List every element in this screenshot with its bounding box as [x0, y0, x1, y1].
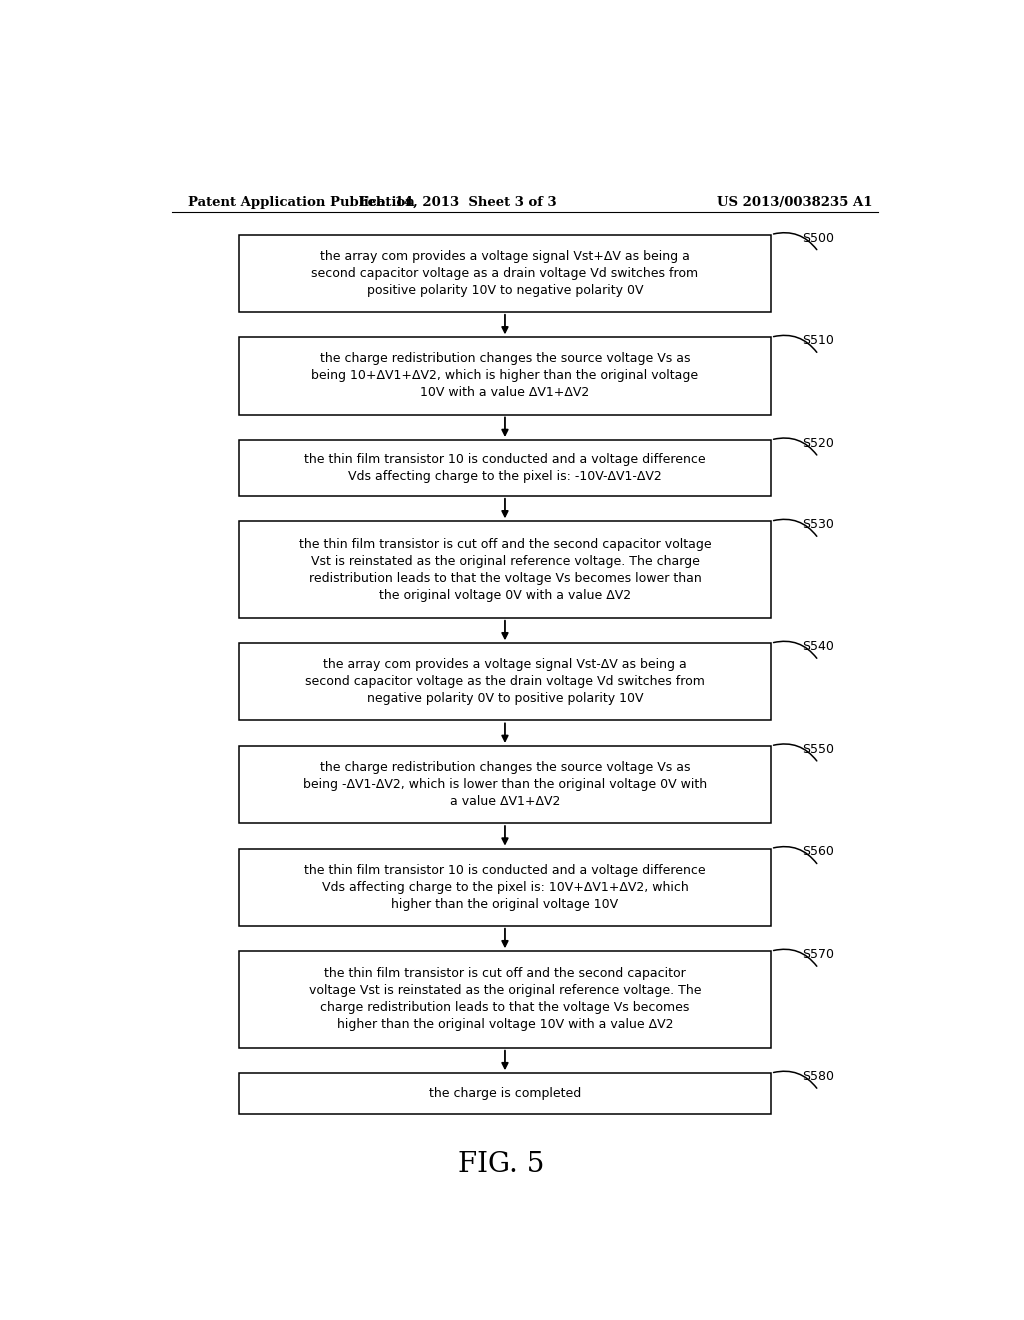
Text: the array com provides a voltage signal Vst-ΔV as being a
second capacitor volta: the array com provides a voltage signal …: [305, 659, 705, 705]
Bar: [240, 1073, 771, 1114]
Text: S530: S530: [803, 519, 835, 531]
Text: the thin film transistor 10 is conducted and a voltage difference
Vds affecting : the thin film transistor 10 is conducted…: [304, 863, 706, 911]
Text: S570: S570: [803, 948, 835, 961]
Text: the thin film transistor 10 is conducted and a voltage difference
Vds affecting : the thin film transistor 10 is conducted…: [304, 453, 706, 483]
Bar: [240, 235, 771, 312]
Text: Patent Application Publication: Patent Application Publication: [187, 195, 415, 209]
Text: FIG. 5: FIG. 5: [458, 1151, 544, 1179]
Bar: [240, 849, 771, 925]
Bar: [240, 643, 771, 721]
Text: S580: S580: [803, 1071, 835, 1084]
Text: S520: S520: [803, 437, 835, 450]
Text: S510: S510: [803, 334, 835, 347]
Bar: [240, 521, 771, 618]
Text: US 2013/0038235 A1: US 2013/0038235 A1: [717, 195, 872, 209]
Text: S560: S560: [803, 846, 835, 858]
Bar: [240, 338, 771, 414]
Text: the charge redistribution changes the source voltage Vs as
being 10+ΔV1+ΔV2, whi: the charge redistribution changes the so…: [311, 352, 698, 400]
Text: the charge redistribution changes the source voltage Vs as
being -ΔV1-ΔV2, which: the charge redistribution changes the so…: [303, 762, 707, 808]
Text: the array com provides a voltage signal Vst+ΔV as being a
second capacitor volta: the array com provides a voltage signal …: [311, 249, 698, 297]
Text: S540: S540: [803, 640, 835, 653]
Text: S550: S550: [803, 743, 835, 756]
Text: the charge is completed: the charge is completed: [429, 1086, 581, 1100]
Text: S500: S500: [803, 231, 835, 244]
Text: the thin film transistor is cut off and the second capacitor
voltage Vst is rein: the thin film transistor is cut off and …: [308, 968, 701, 1031]
Text: Feb. 14, 2013  Sheet 3 of 3: Feb. 14, 2013 Sheet 3 of 3: [358, 195, 556, 209]
Bar: [240, 440, 771, 496]
Bar: [240, 952, 771, 1048]
Text: the thin film transistor is cut off and the second capacitor voltage
Vst is rein: the thin film transistor is cut off and …: [299, 537, 712, 602]
Bar: [240, 746, 771, 824]
